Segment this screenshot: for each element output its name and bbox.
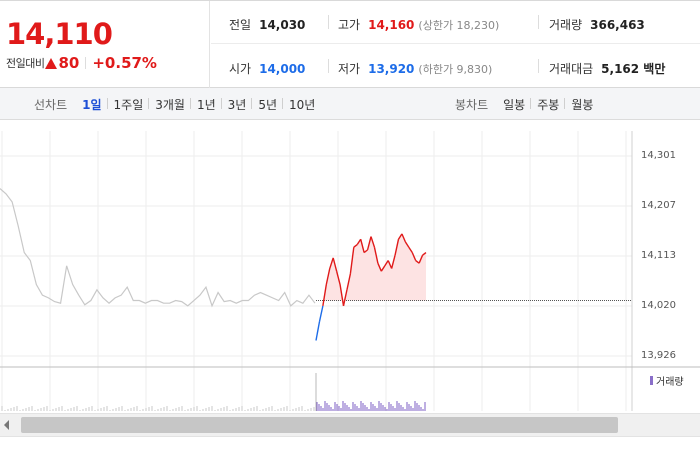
today-price-segment [353, 243, 358, 248]
today-price-segment [384, 260, 389, 267]
period-3y[interactable]: 3년 [220, 96, 253, 113]
candle-chart-periods: 봉차트 일봉 주봉 월봉 [455, 96, 599, 113]
quote-stats: 전일 14,030 고가 14,160 (상한가 18,230) 거래량 366… [211, 1, 700, 88]
stat-value: 13,920 [368, 62, 415, 76]
today-price-segment [370, 236, 376, 248]
volume-stat: 거래량 366,463 [549, 16, 645, 33]
current-price-box: 14,110 전일대비 80 +0.57% [0, 1, 210, 88]
prev-close-stat: 전일 14,030 [229, 16, 305, 33]
up-arrow-icon [45, 57, 58, 69]
today-price-segment [315, 321, 321, 341]
period-1y[interactable]: 1년 [189, 96, 222, 113]
divider [85, 57, 87, 69]
today-price-segment [339, 284, 345, 306]
scrollbar-thumb[interactable] [21, 417, 618, 433]
stat-label: 전일 [229, 18, 252, 32]
period-5y[interactable]: 5년 [251, 96, 283, 113]
divider [538, 15, 539, 29]
low-stat: 저가 13,920 (하한가 9,830) [338, 60, 492, 77]
stat-label: 저가 [338, 62, 361, 76]
y-tick-label: 14,301 [641, 150, 676, 161]
y-tick-label: 13,926 [641, 350, 676, 361]
stat-value: 366,463 [590, 18, 645, 32]
chart-toolbar: 선차트 1일 1주일 3개월 1년 3년 5년 10년 봉차트 일봉 주봉 월봉 [0, 88, 700, 120]
today-price-segment [318, 305, 324, 323]
today-price-segment [404, 241, 410, 248]
today-price-segment [380, 265, 386, 272]
today-price-segment [332, 257, 338, 272]
stat-label: 고가 [338, 18, 361, 32]
candle-weekly[interactable]: 주봉 [530, 96, 565, 113]
price-chart-svg [0, 131, 700, 411]
current-price: 14,110 [6, 17, 113, 51]
stat-label: 거래량 [549, 18, 583, 32]
chart-scrollbar[interactable] [0, 413, 700, 437]
change-label: 전일대비 [6, 57, 45, 70]
today-price-segment [335, 271, 341, 285]
volume-swatch [650, 376, 653, 385]
divider [328, 59, 329, 73]
y-tick-label: 14,113 [641, 250, 676, 261]
today-price-segment [397, 233, 403, 240]
period-10y[interactable]: 10년 [282, 96, 321, 113]
quote-panel: 14,110 전일대비 80 +0.57% 전일 14,030 고가 14,16… [0, 0, 700, 88]
period-3m[interactable]: 3개월 [148, 96, 191, 113]
today-price-segment [408, 246, 413, 253]
period-1w[interactable]: 1주일 [106, 96, 150, 113]
candle-daily[interactable]: 일봉 [503, 98, 526, 112]
change-amount: 80 [58, 54, 80, 72]
scroll-left-icon[interactable] [4, 420, 9, 430]
today-price-segment [418, 254, 424, 264]
up-fill-area [316, 233, 426, 301]
candle-monthly[interactable]: 월봉 [564, 96, 599, 113]
today-price-segment [322, 284, 328, 306]
today-price-segment [394, 239, 400, 256]
volume-legend: 거래량 [650, 373, 684, 388]
today-price-segment [401, 233, 407, 243]
lower-limit: (하한가 9,830) [418, 63, 493, 76]
today-price-segment [342, 289, 348, 307]
open-stat: 시가 14,000 [229, 60, 305, 77]
today-price-segment [387, 260, 393, 269]
change-row: 전일대비 80 +0.57% [6, 54, 157, 72]
stat-label: 거래대금 [549, 62, 594, 76]
candle-chart-label: 봉차트 [455, 98, 489, 112]
today-price-segment [346, 273, 352, 291]
price-chart[interactable]: 14,301 14,207 14,113 14,020 13,926 거래량 [0, 121, 700, 411]
y-tick-label: 14,020 [641, 300, 676, 311]
today-price-segment [373, 247, 379, 264]
today-price-segment [349, 247, 355, 274]
today-price-segment [360, 239, 365, 253]
today-price-segment [329, 257, 334, 269]
line-chart-label: 선차트 [34, 98, 68, 112]
previous-day-line [0, 188, 316, 308]
stat-value: 14,160 [368, 18, 415, 32]
volume-legend-label: 거래량 [656, 377, 684, 388]
stat-value: 14,030 [259, 18, 306, 32]
y-tick-label: 14,207 [641, 200, 676, 211]
today-price-segment [356, 238, 362, 245]
upper-limit: (상한가 18,230) [418, 19, 500, 32]
today-price-segment [422, 251, 427, 256]
high-stat: 고가 14,160 (상한가 18,230) [338, 16, 499, 33]
today-price-segment [363, 249, 368, 254]
stat-label: 시가 [229, 62, 252, 76]
divider [538, 59, 539, 73]
quote-stats-row: 전일 14,030 고가 14,160 (상한가 18,230) 거래량 366… [211, 1, 700, 44]
today-price-segment [366, 236, 372, 251]
period-1d[interactable]: 1일 [82, 98, 102, 112]
quote-stats-row: 시가 14,000 저가 13,920 (하한가 9,830) 거래대금 5,1… [211, 45, 700, 88]
today-price-segment [390, 255, 396, 269]
today-price-segment [411, 252, 417, 261]
change-percent: +0.57% [92, 54, 157, 72]
today-price-segment [325, 268, 331, 285]
today-price-segment [415, 259, 420, 264]
divider [328, 15, 329, 29]
today-price-segment [377, 262, 382, 272]
stat-value: 5,162 백만 [601, 62, 666, 76]
line-chart-periods: 선차트 1일 1주일 3개월 1년 3년 5년 10년 [34, 96, 321, 113]
trade-value-stat: 거래대금 5,162 백만 [549, 60, 665, 77]
stat-value: 14,000 [259, 62, 306, 76]
